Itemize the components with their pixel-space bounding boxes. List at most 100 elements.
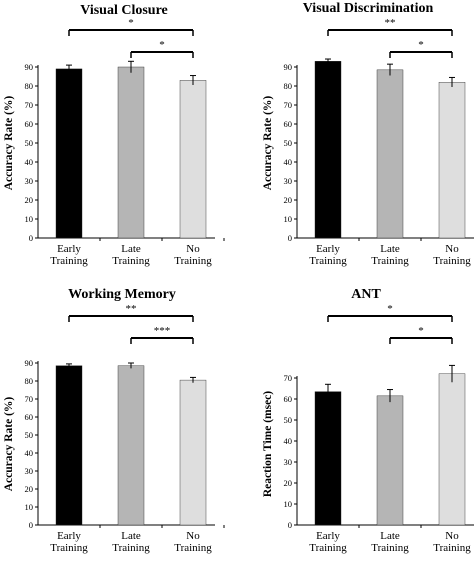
chart-3: Working Memory Accuracy Rate (%) 0 10 20 30 40… (3, 287, 225, 554)
bar (55, 365, 83, 526)
y-axis-label: Accuracy Rate (%) (3, 397, 15, 492)
bar (376, 395, 404, 526)
x-tick-label: Late Training (371, 530, 409, 554)
bar (438, 81, 466, 239)
x-tick-label-line: Late (121, 530, 141, 542)
y-tick-label: 50 (284, 138, 293, 148)
y-tick-label: 70 (284, 100, 293, 110)
significance-bracket: ** (68, 303, 194, 322)
x-tick-label-line: Late (121, 243, 141, 255)
y-tick-label: 50 (25, 430, 34, 440)
significance-bracket: *** (130, 325, 194, 344)
y-tick-label: 20 (284, 195, 293, 205)
x-tick-label: Early Training (309, 243, 347, 267)
x-tick-label: No Training (433, 530, 471, 554)
y-tick-label: 30 (25, 466, 34, 476)
significance-label: *** (154, 325, 171, 337)
y-tick-label: 0 (288, 233, 292, 243)
x-tick-label-line: Training (112, 255, 150, 267)
y-tick-label: 70 (25, 100, 34, 110)
y-tick-label: 70 (284, 373, 293, 383)
y-tick-label: 50 (284, 415, 293, 425)
y-tick-label: 0 (29, 520, 33, 530)
significance-bracket: * (130, 39, 194, 58)
x-tick-label-line: No (445, 243, 459, 255)
x-tick-label-line: Training (433, 255, 471, 267)
bar (314, 61, 342, 239)
x-tick-label: No Training (174, 530, 212, 554)
chart-title: Visual Closure (80, 3, 168, 18)
chart-title: ANT (351, 287, 381, 302)
bar (55, 68, 83, 239)
chart-2: Visual Discrimination Accuracy Rate (%) 0 1… (262, 1, 474, 267)
bar (179, 379, 207, 526)
x-tick-label-line: Early (316, 243, 340, 255)
bar (438, 373, 466, 526)
y-tick-label: 30 (25, 176, 34, 186)
y-tick-label: 10 (25, 502, 34, 512)
x-tick-label-line: No (186, 243, 200, 255)
chart-1: Visual Closure Accuracy Rate (%) 0 10 20 30 40… (3, 3, 225, 267)
y-tick-label: 60 (25, 412, 34, 422)
significance-label: * (387, 303, 393, 315)
x-tick-label-line: Training (112, 542, 150, 554)
y-tick-label: 60 (284, 119, 293, 129)
x-tick-label-line: Training (50, 542, 88, 554)
y-tick-label: 30 (284, 457, 293, 467)
y-tick-label: 10 (284, 214, 293, 224)
chart-title: Visual Discrimination (303, 1, 434, 16)
y-axis-label: Accuracy Rate (%) (3, 96, 15, 191)
x-tick-label-line: Training (371, 542, 409, 554)
x-tick-label-line: No (445, 530, 459, 542)
x-tick-label: No Training (174, 243, 212, 267)
y-tick-label: 40 (284, 436, 293, 446)
significance-label: * (418, 39, 424, 51)
y-tick-label: 0 (288, 520, 292, 530)
x-tick-label-line: Training (309, 542, 347, 554)
y-tick-label: 30 (284, 176, 293, 186)
significance-bracket: * (389, 39, 453, 58)
y-axis-label: Accuracy Rate (%) (262, 96, 274, 191)
x-tick-label-line: Early (57, 530, 81, 542)
significance-label: ** (126, 303, 137, 315)
significance-label: * (128, 17, 134, 29)
y-tick-label: 70 (25, 394, 34, 404)
x-tick-label-line: Training (174, 542, 212, 554)
y-tick-label: 60 (284, 394, 293, 404)
x-tick-label: Late Training (371, 243, 409, 267)
y-tick-label: 20 (25, 484, 34, 494)
significance-label: * (159, 39, 165, 51)
x-tick-label: No Training (433, 243, 471, 267)
significance-bracket: ** (327, 17, 453, 36)
y-tick-label: 80 (25, 81, 34, 91)
y-tick-label: 20 (284, 478, 293, 488)
x-tick-label: Late Training (112, 530, 150, 554)
chart-4: ANT Reaction Time (msec) 0 10 20 30 40 50 60 70 Ea… (262, 287, 474, 554)
y-axis-label: Reaction Time (msec) (262, 391, 274, 497)
x-tick-label-line: Late (380, 530, 400, 542)
x-tick-label-line: Training (433, 542, 471, 554)
x-tick-label-line: Early (57, 243, 81, 255)
bar (117, 365, 145, 526)
x-tick-label-line: Late (380, 243, 400, 255)
y-tick-label: 10 (284, 499, 293, 509)
y-tick-label: 90 (25, 62, 34, 72)
x-tick-label-line: No (186, 530, 200, 542)
x-tick-label: Early Training (309, 530, 347, 554)
x-tick-label-line: Training (174, 255, 212, 267)
significance-bracket: * (389, 325, 453, 344)
y-tick-label: 80 (284, 81, 293, 91)
y-tick-label: 0 (29, 233, 33, 243)
y-tick-label: 90 (25, 358, 34, 368)
significance-bracket: * (327, 303, 453, 322)
y-tick-label: 40 (25, 448, 34, 458)
significance-bracket: * (68, 17, 194, 36)
x-tick-label-line: Training (50, 255, 88, 267)
significance-label: * (418, 325, 424, 337)
x-tick-label: Early Training (50, 243, 88, 267)
y-tick-label: 40 (284, 157, 293, 167)
y-tick-label: 60 (25, 119, 34, 129)
y-tick-label: 90 (284, 62, 293, 72)
bar (376, 69, 404, 239)
